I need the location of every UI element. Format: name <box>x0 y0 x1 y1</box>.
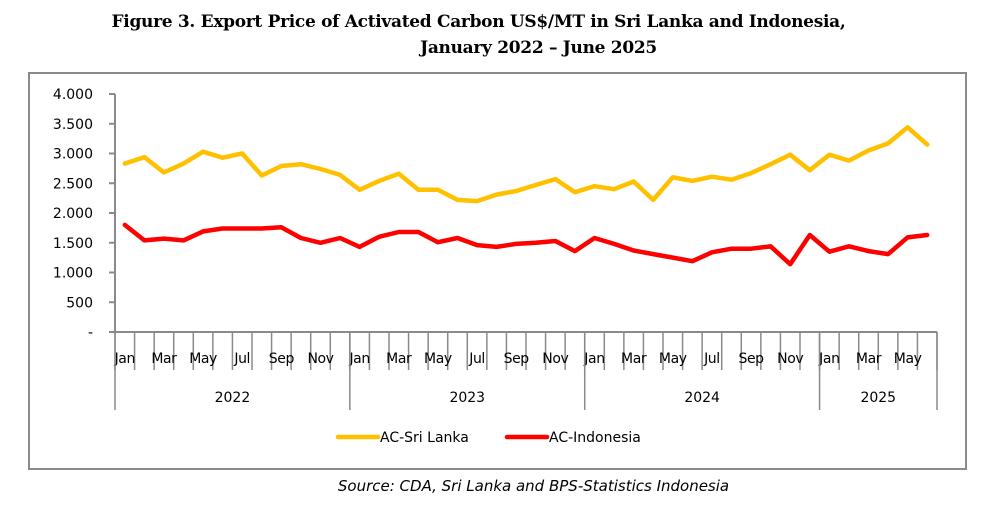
x-tick-label: Jul <box>233 351 250 367</box>
x-tick-label: Mar <box>151 351 177 367</box>
y-tick-label: - <box>88 325 93 341</box>
x-axis: Jan Mar May Jul Sep Nov Jan Mar May Jul Sep Nov Jan M… <box>109 331 938 410</box>
x-tick-label: Jan <box>348 351 369 367</box>
x-tick-label: Jul <box>703 351 720 367</box>
x-tick-label: Mar <box>621 351 647 367</box>
legend: AC-Sri Lanka AC-Indonesia <box>335 430 641 446</box>
series-layer <box>122 125 930 267</box>
x-tick-label: Jul <box>468 351 485 367</box>
x-tick-label: Mar <box>856 351 882 367</box>
y-tick-label: 3.500 <box>53 117 93 133</box>
x-tick-label: Sep <box>504 351 530 367</box>
x-tick-label: Jan <box>114 351 135 367</box>
x-tick-label: Nov <box>307 351 333 367</box>
y-tick-label: 4.000 <box>53 87 93 103</box>
series-line-ac-sri-lanka <box>122 125 930 204</box>
legend-label: AC-Indonesia <box>549 430 641 446</box>
x-tick-label: May <box>894 351 922 367</box>
x-tick-label: Jan <box>818 351 839 367</box>
y-tick-label: 3.000 <box>53 147 93 163</box>
x-tick-label: Mar <box>386 351 412 367</box>
y-axis: - 500 1.000 1.500 2.000 2.500 3.000 3.500 4.000 <box>53 87 116 341</box>
x-tick-label: May <box>189 351 217 367</box>
year-label: 2022 <box>215 390 251 406</box>
x-tick-label: Jan <box>583 351 604 367</box>
x-tick-label: Sep <box>738 351 764 367</box>
x-tick-label: Sep <box>269 351 295 367</box>
y-tick-label: 2.500 <box>53 176 93 192</box>
y-tick-label: 2.000 <box>53 206 93 222</box>
chart-source-note: Source: CDA, Sri Lanka and BPS-Statistic… <box>337 477 730 495</box>
x-tick-label: May <box>659 351 687 367</box>
chart-title-line-2: January 2022 – June 2025 <box>420 38 657 58</box>
year-label: 2025 <box>860 390 896 406</box>
x-tick-label: Nov <box>777 351 803 367</box>
x-tick-label: Nov <box>542 351 568 367</box>
y-tick-label: 500 <box>66 295 93 311</box>
chart-frame <box>28 72 967 470</box>
series-line-ac-indonesia <box>122 222 930 267</box>
legend-label: AC-Sri Lanka <box>380 430 469 446</box>
year-label: 2024 <box>684 390 720 406</box>
y-tick-label: 1.000 <box>53 266 93 282</box>
chart-title-line-1: Figure 3. Export Price of Activated Carb… <box>111 12 846 32</box>
y-tick-label: 1.500 <box>53 236 93 252</box>
year-label: 2023 <box>449 390 485 406</box>
x-tick-label: May <box>424 351 452 367</box>
